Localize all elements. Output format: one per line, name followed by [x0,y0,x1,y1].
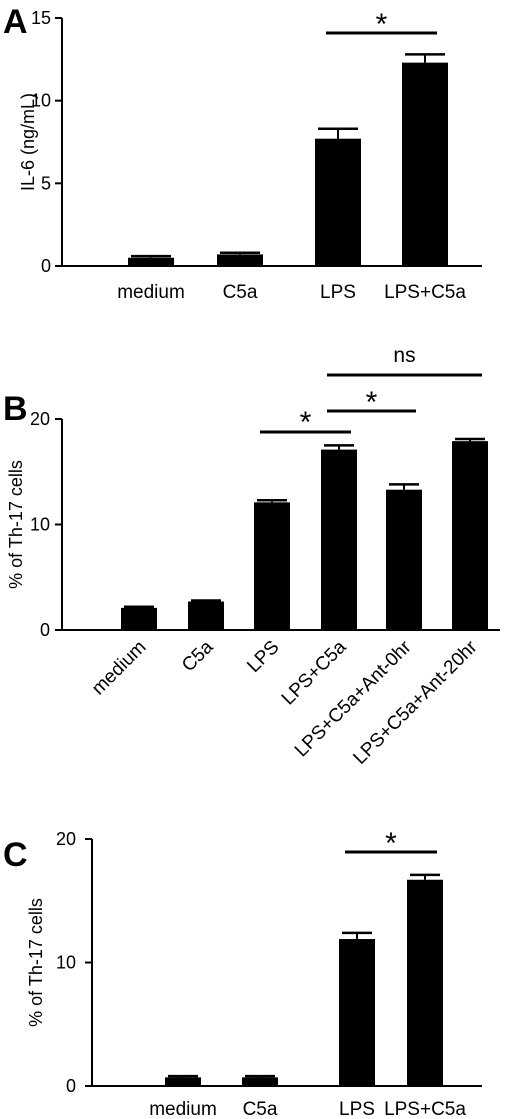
y-tick-label: 20 [30,409,50,429]
category-label: C5a [223,282,258,303]
category-label: LPS+C5a [384,1099,466,1119]
category-label: LPS [243,637,283,677]
bar [121,607,157,630]
panel-letter: C [3,836,28,874]
panel-c: C 0 10 20 % of Th-17 cells medium C5a LPS LPS+C5… [3,827,482,1119]
bar [452,441,488,630]
panel-letter: A [3,3,28,41]
significance-label: * [385,827,397,860]
category-label: LPS [320,282,356,303]
bar [165,1077,201,1086]
significance-label: * [366,386,378,419]
bar [254,502,290,630]
bar [242,1077,278,1086]
y-tick-label: 5 [41,173,51,193]
y-tick-label: 0 [41,256,51,276]
y-tick-label: 0 [66,1076,76,1096]
y-tick-label: 10 [56,953,76,973]
significance-label: * [376,8,388,41]
category-label: C5a [178,636,218,676]
bar [339,939,375,1086]
bar [315,138,361,266]
y-tick-label: 10 [30,515,50,535]
panel-a: A 0 5 10 15 IL-6 (ng/mL) medium C5a LPS LPS+C5a * [3,3,482,303]
significance-label: * [300,406,312,439]
bar [407,879,443,1086]
category-label: medium [88,637,151,700]
panel-letter: B [3,390,28,428]
y-tick-label: 20 [56,829,76,849]
bar [386,489,422,630]
category-label: C5a [243,1099,278,1119]
category-label: LPS+C5a [384,282,466,303]
y-tick-label: 15 [31,8,51,28]
category-label: medium [149,1099,217,1119]
y-tick-label: 0 [40,620,50,640]
bar [402,62,448,266]
category-label: LPS+C5a+Ant-20hr [349,636,482,769]
bar [321,449,357,630]
category-label: LPS [339,1099,375,1119]
y-tick-label: 10 [31,91,51,111]
significance-label: ns [393,344,415,367]
y-axis-title: % of Th-17 cells [26,898,46,1027]
category-label: LPS+C5a+Ant-0hr [291,636,416,761]
category-label: medium [117,282,185,303]
y-axis-title: % of Th-17 cells [6,460,26,589]
bar [188,601,224,630]
bar [128,257,174,266]
bar [217,254,263,266]
y-axis-title: IL-6 (ng/mL) [18,93,38,191]
